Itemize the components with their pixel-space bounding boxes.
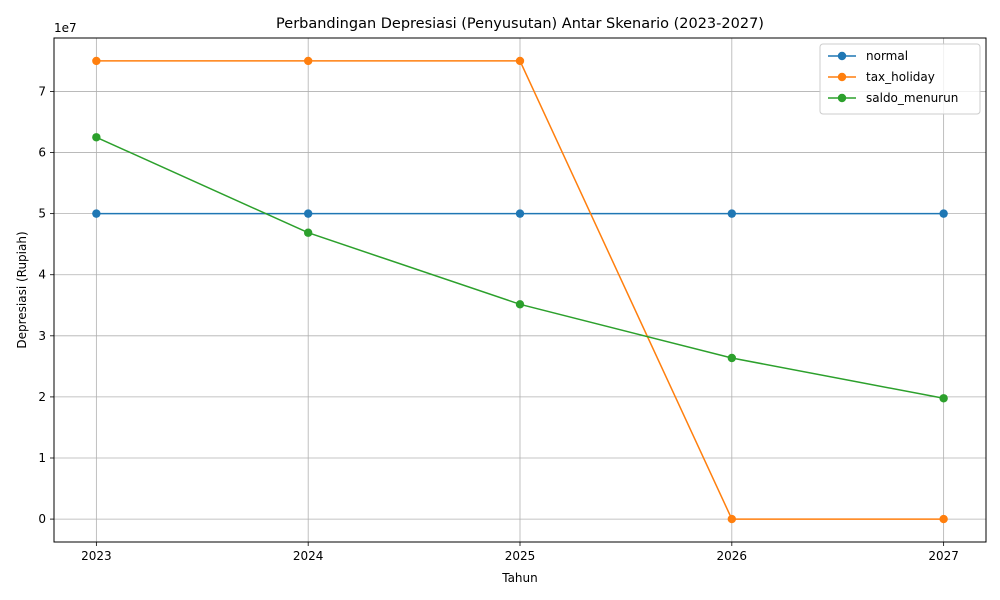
data-point xyxy=(303,228,313,237)
data-point xyxy=(92,209,101,218)
data-point xyxy=(727,514,737,524)
series-lines xyxy=(92,56,948,524)
x-tick-label: 2023 xyxy=(81,549,112,563)
data-point xyxy=(515,209,525,218)
series-tax-holiday xyxy=(92,56,948,524)
legend-box xyxy=(819,43,981,115)
data-point xyxy=(939,514,948,524)
legend-items: normal tax_holiday saldo_menurun xyxy=(828,49,958,105)
legend-label: normal xyxy=(866,49,908,63)
y-tick-label: 2 xyxy=(38,390,46,404)
data-point xyxy=(939,209,948,218)
axis-ticks: 2023 2024 2025 2026 2027 0 1 2 3 4 5 6 7 xyxy=(38,84,959,563)
legend-item: tax_holiday xyxy=(828,70,935,84)
legend: normal tax_holiday saldo_menurun xyxy=(819,43,981,115)
data-point xyxy=(939,394,948,403)
data-point xyxy=(303,56,313,66)
y-tick-label: 4 xyxy=(38,268,46,282)
data-point xyxy=(303,209,313,218)
chart-title: Perbandingan Depresiasi (Penyusutan) Ant… xyxy=(276,16,764,32)
y-axis-label: Depresiasi (Rupiah) xyxy=(15,231,29,348)
y-tick-label: 0 xyxy=(38,512,46,526)
y-axis-offset-label: 1e7 xyxy=(54,21,77,35)
x-axis-label: Tahun xyxy=(501,571,538,585)
legend-swatch-marker xyxy=(837,72,847,82)
x-tick-label: 2026 xyxy=(717,549,748,563)
legend-label: saldo_menurun xyxy=(866,91,958,105)
x-tick-label: 2025 xyxy=(505,549,536,563)
legend-item: normal xyxy=(828,49,908,63)
y-tick-label: 7 xyxy=(38,84,46,98)
data-point xyxy=(727,209,737,218)
series-normal xyxy=(92,209,948,218)
legend-item: saldo_menurun xyxy=(828,91,958,105)
data-point xyxy=(92,56,101,66)
legend-label: tax_holiday xyxy=(866,70,935,84)
legend-swatch-marker xyxy=(837,93,847,103)
data-point xyxy=(92,133,101,142)
data-point xyxy=(515,56,525,66)
series-saldo-menurun xyxy=(92,133,948,403)
data-point xyxy=(515,300,525,309)
x-tick-label: 2024 xyxy=(293,549,324,563)
y-tick-label: 5 xyxy=(38,207,46,221)
y-tick-label: 6 xyxy=(38,146,46,160)
data-point xyxy=(727,353,737,363)
legend-swatch-marker xyxy=(837,51,847,61)
y-tick-label: 3 xyxy=(38,329,46,343)
x-tick-label: 2027 xyxy=(928,549,959,563)
y-tick-label: 1 xyxy=(38,451,46,465)
